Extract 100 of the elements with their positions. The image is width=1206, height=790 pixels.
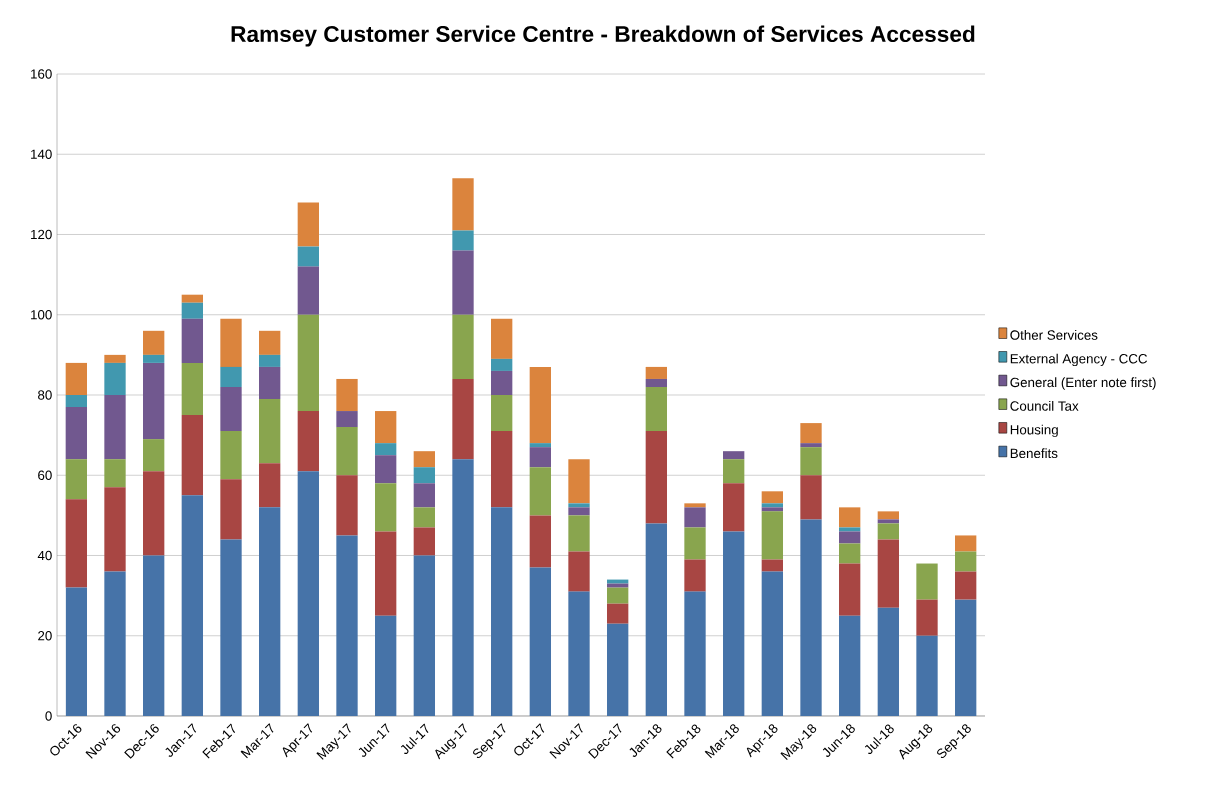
y-tick-label: 100 [31, 310, 52, 320]
bar [723, 531, 745, 716]
bar [259, 463, 281, 508]
bar [916, 635, 938, 716]
y-tick-label: 60 [38, 470, 52, 480]
bar [645, 523, 668, 716]
bar [684, 503, 706, 508]
bar [568, 515, 590, 552]
bar [529, 447, 552, 468]
bar [839, 507, 861, 528]
bar [452, 250, 474, 315]
bar [645, 386, 668, 432]
bar [568, 503, 590, 508]
bar [491, 507, 513, 716]
bar [413, 483, 436, 508]
bar [375, 531, 397, 616]
bar [761, 511, 784, 560]
bar [220, 479, 242, 540]
bar [375, 455, 397, 484]
bar [761, 571, 784, 716]
y-tick-label: 80 [38, 390, 52, 400]
bar [452, 459, 474, 716]
bar [220, 386, 242, 432]
bar [529, 567, 552, 716]
bar [220, 318, 242, 367]
bar [452, 378, 474, 460]
bar [104, 571, 126, 716]
bar [181, 495, 204, 716]
bar [684, 527, 706, 560]
bar [336, 411, 358, 428]
bar [181, 415, 204, 496]
bar [877, 511, 900, 520]
bar [297, 202, 320, 247]
bar [65, 459, 88, 500]
bar [607, 579, 629, 584]
bar [413, 527, 436, 556]
bar [529, 467, 552, 516]
bar [143, 555, 165, 716]
bar [452, 314, 474, 379]
bar [413, 507, 436, 528]
bar [839, 527, 861, 532]
bar [336, 427, 358, 476]
bar [800, 519, 822, 716]
legend-label: Housing [1010, 424, 1058, 438]
bar [143, 354, 165, 363]
bar [761, 507, 784, 512]
bar [877, 539, 900, 608]
bar [413, 555, 436, 716]
bar [491, 431, 513, 508]
bar [761, 491, 784, 504]
bar [491, 358, 513, 371]
y-tick-label: 0 [45, 711, 52, 721]
bar [684, 591, 706, 716]
bar [143, 362, 165, 440]
legend-label: External Agency - CCC [1010, 353, 1148, 367]
bar [65, 407, 88, 460]
bar [259, 399, 281, 464]
bar [181, 318, 204, 363]
bar [65, 587, 88, 716]
bar [143, 439, 165, 472]
y-tick-label: 160 [31, 69, 52, 79]
bar [375, 483, 397, 532]
bar [143, 330, 165, 355]
bar [413, 451, 436, 468]
bar [607, 587, 629, 604]
bar [220, 366, 242, 387]
bar [491, 370, 513, 395]
bar [916, 599, 938, 636]
bar [568, 507, 590, 516]
bar [723, 459, 745, 484]
bar [297, 471, 320, 716]
bar [800, 423, 822, 444]
bar [839, 543, 861, 564]
bar [645, 431, 668, 524]
bar [297, 314, 320, 412]
bar [375, 443, 397, 456]
bar [220, 539, 242, 716]
bar [104, 354, 126, 363]
bar [181, 294, 204, 303]
legend-label: General (Enter note first) [1010, 377, 1156, 390]
bar [568, 551, 590, 592]
bar [259, 366, 281, 400]
bar [259, 354, 281, 367]
bar [607, 623, 629, 716]
bar [839, 531, 861, 544]
bar [877, 519, 900, 524]
bar [375, 411, 397, 444]
bar [607, 603, 629, 624]
bar [375, 615, 397, 716]
legend-label: Other Services [1010, 330, 1098, 340]
bar [452, 230, 474, 251]
bar [336, 378, 358, 412]
bar [529, 515, 552, 568]
bar [877, 607, 900, 716]
legend-label: Benefits [1010, 448, 1058, 459]
bar [916, 563, 938, 600]
bar [723, 451, 745, 460]
bar [955, 551, 977, 572]
bar [800, 443, 822, 448]
bar [413, 467, 436, 484]
